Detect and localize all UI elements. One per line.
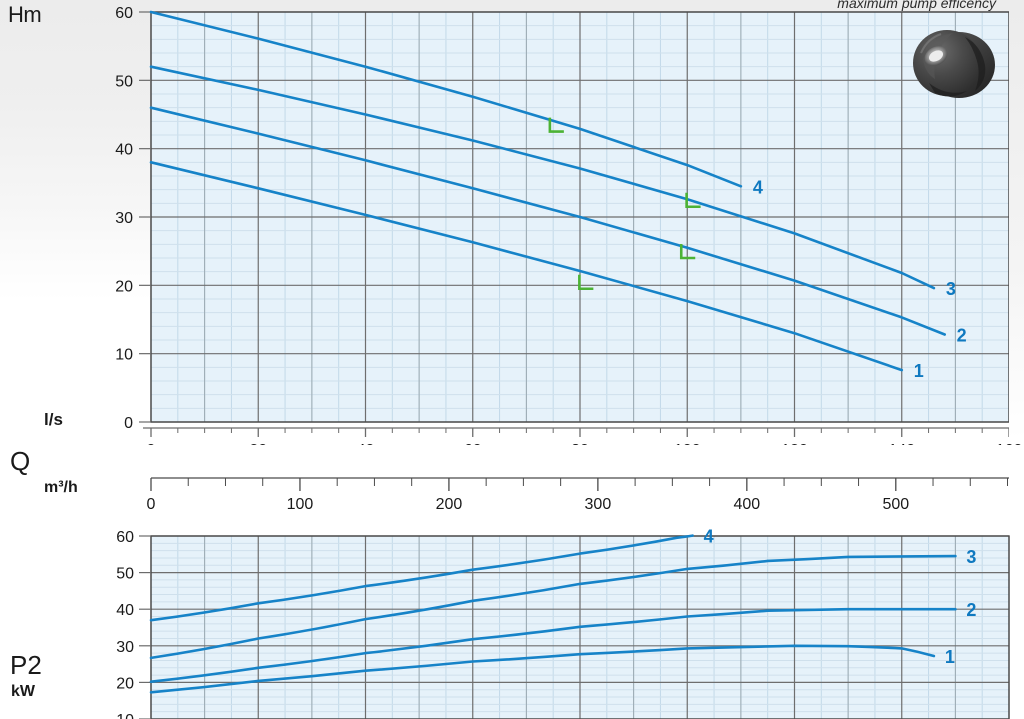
- y-tick-label: 40: [115, 142, 133, 159]
- efficiency-marker-2: [679, 244, 696, 260]
- power-axis-label: P2: [10, 650, 42, 680]
- y-tick-label: 40: [116, 602, 134, 619]
- head-curve-1: [149, 161, 904, 372]
- power-curve-label-4: 4: [704, 527, 714, 547]
- y-tick-label: 50: [116, 566, 134, 583]
- flow-unit-m3h-label: m³/h: [44, 479, 78, 496]
- x-tick-label: 140: [888, 442, 915, 445]
- ruler-tick-label: 300: [585, 496, 612, 513]
- x-tick-label: 160: [996, 442, 1023, 445]
- y-tick-label: 10: [115, 347, 133, 364]
- efficiency-markers: [548, 117, 701, 291]
- efficiency-marker-4: [548, 117, 564, 133]
- efficiency-note: maximum pump efficency: [837, 0, 996, 11]
- power-curve-1: [149, 644, 936, 694]
- y-tick-label: 30: [116, 639, 134, 656]
- x-tick-label: 20: [249, 442, 267, 445]
- head-curves: [149, 10, 946, 372]
- power-curve-label-2: 2: [966, 600, 976, 620]
- x-tick-label: 120: [781, 442, 808, 445]
- head-curve-2: [149, 106, 946, 336]
- head-axis-label: Hm: [8, 2, 42, 27]
- y-tick-label: 20: [115, 278, 133, 295]
- ruler-tick-label: 200: [436, 496, 463, 513]
- power-curve-label-3: 3: [966, 547, 976, 567]
- background-gradient-right: [1009, 0, 1024, 440]
- y-tick-label: 60: [116, 529, 134, 546]
- ruler-tick-label: 100: [287, 496, 314, 513]
- power-curve-3: [149, 554, 957, 660]
- power-plot-border: [150, 535, 1010, 719]
- power-curves: [149, 534, 957, 694]
- head-curve-label-1: 1: [914, 361, 924, 381]
- y-tick-label: 10: [116, 712, 134, 719]
- power-unit-label: kW: [11, 683, 35, 700]
- power-flow-chart: 10 20 30 40 50 60 1 2 3 4: [116, 527, 1010, 719]
- power-curve-2: [149, 607, 957, 683]
- x-tick-label: 80: [571, 442, 589, 445]
- power-curve-label-1: 1: [945, 647, 955, 667]
- power-curve-4: [149, 534, 694, 622]
- flow-m3h-ruler: 0 100 200 300 400 500: [147, 477, 1009, 513]
- flow-unit-ls-label: l/s: [44, 410, 63, 429]
- x-tick-label: 60: [464, 442, 482, 445]
- head-curve-label-2: 2: [957, 326, 967, 346]
- x-tick-label: 100: [674, 442, 701, 445]
- y-tick-label: 30: [115, 210, 133, 227]
- head-curve-3: [149, 65, 936, 290]
- head-curve-label-3: 3: [946, 279, 956, 299]
- ruler-tick-label: 400: [733, 496, 760, 513]
- x-tick-label: 0: [147, 442, 156, 445]
- flow-symbol-label: Q: [10, 446, 31, 476]
- y-tick-label: 60: [115, 5, 133, 22]
- efficiency-marker-3: [685, 192, 701, 209]
- head-flow-chart: 0 10 20 30 40 50 60 0 20 40 60 80 100 120 140 160 1 2 3 4: [115, 5, 1023, 445]
- y-tick-label: 20: [116, 675, 134, 692]
- head-curve-4: [149, 10, 743, 188]
- ruler-tick-label: 500: [882, 496, 909, 513]
- ruler-tick-label: 0: [147, 496, 156, 513]
- head-curve-label-4: 4: [753, 177, 763, 197]
- y-tick-label: 0: [124, 415, 133, 432]
- efficiency-marker-1: [578, 274, 594, 291]
- y-tick-label: 50: [115, 73, 133, 90]
- x-tick-label: 40: [357, 442, 375, 445]
